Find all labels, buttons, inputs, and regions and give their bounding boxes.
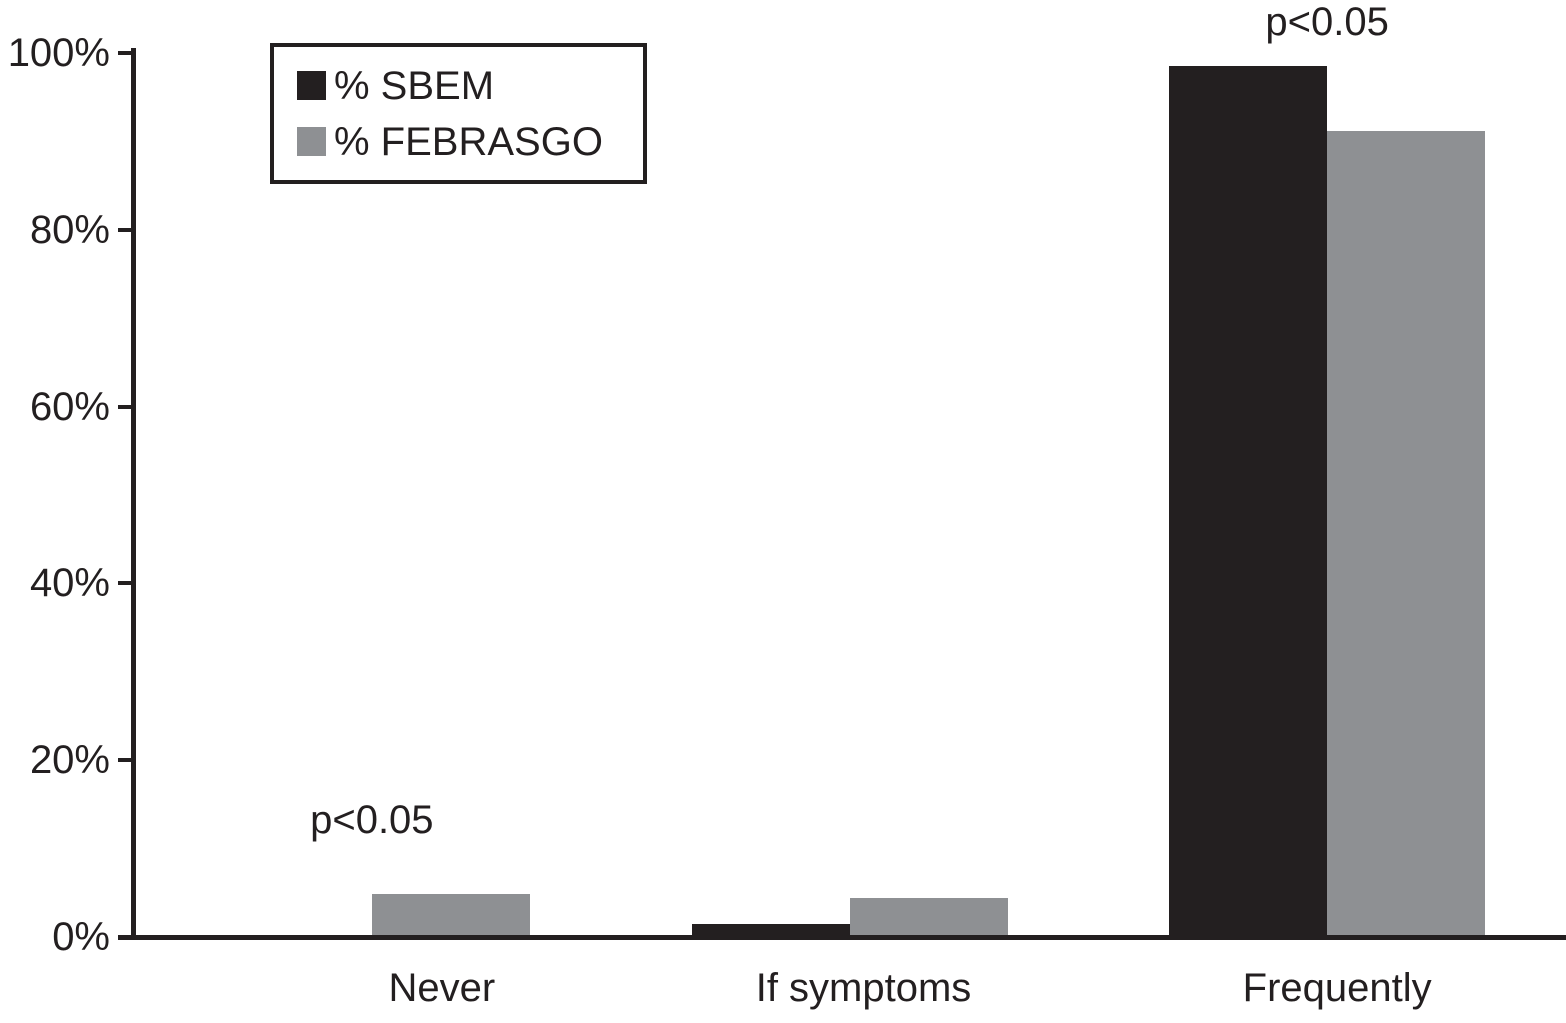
annotation-frequently: p<0.05 <box>1265 0 1389 45</box>
y-axis-line <box>131 48 136 939</box>
x-axis-line <box>118 935 1566 940</box>
y-tick <box>118 758 134 763</box>
y-tick <box>118 51 134 55</box>
y-tick-label: 40% <box>29 561 110 606</box>
legend: % SBEM % FEBRASGO <box>270 43 647 184</box>
x-label-if-symptoms: If symptoms <box>755 966 972 1010</box>
y-tick-label: 0% <box>52 915 110 959</box>
bar-febrasgo-frequently <box>1327 130 1486 937</box>
y-tick <box>118 227 134 232</box>
legend-swatch-icon <box>297 71 326 100</box>
y-tick-label: 60% <box>29 384 110 429</box>
bar-febrasgo-if-symptoms <box>849 898 1008 937</box>
y-tick <box>118 581 134 586</box>
y-tick-label: 20% <box>29 738 110 783</box>
bar-sbem-if-symptoms <box>691 923 850 937</box>
legend-item-label: % SBEM <box>334 63 495 108</box>
legend-swatch-icon <box>297 127 326 156</box>
legend-item-febrasgo: % FEBRASGO <box>297 122 643 162</box>
legend-item-label: % FEBRASGO <box>334 119 603 164</box>
x-label-never: Never <box>388 966 496 1010</box>
x-label-frequently: Frequently <box>1242 966 1432 1010</box>
legend-item-sbem: % SBEM <box>297 66 643 106</box>
y-tick <box>118 404 134 409</box>
bar-sbem-frequently <box>1169 66 1328 937</box>
y-tick-label: 80% <box>29 207 110 252</box>
bar-febrasgo-never <box>371 893 530 937</box>
annotation-never: p<0.05 <box>310 797 434 842</box>
y-tick-label: 100% <box>7 31 110 75</box>
